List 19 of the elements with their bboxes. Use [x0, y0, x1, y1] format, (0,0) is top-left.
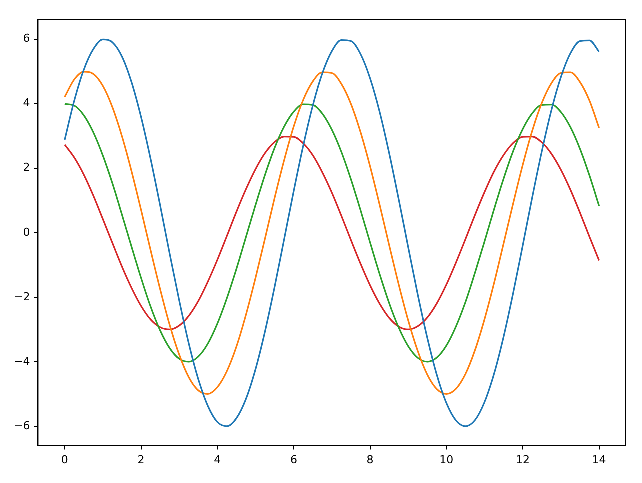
line-series [64, 38, 600, 428]
line-series [64, 136, 600, 330]
y-tick-label: 4 [23, 96, 30, 110]
x-tick-label: 10 [440, 453, 454, 466]
y-tick-label: 6 [23, 32, 30, 46]
x-tick-label: 12 [516, 453, 530, 466]
y-tick-label: −4 [14, 354, 30, 368]
y-tick-label: 0 [23, 226, 30, 239]
x-tick-label: 14 [592, 453, 606, 466]
y-tick-label: −6 [14, 419, 30, 432]
line-series [64, 71, 600, 395]
x-tick-label: 6 [290, 453, 298, 466]
x-tick-label: 0 [61, 453, 68, 466]
x-tick-label: 8 [366, 453, 374, 466]
line-series [64, 103, 600, 363]
y-tick-label: 2 [23, 161, 30, 174]
y-tick-label: −2 [14, 290, 30, 304]
x-tick-label: 2 [138, 453, 145, 466]
x-tick-label: 4 [214, 453, 222, 466]
